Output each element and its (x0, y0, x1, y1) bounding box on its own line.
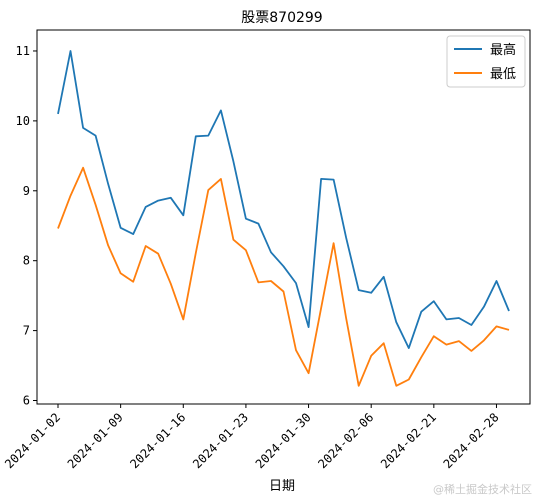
legend-label-high: 最高 (490, 42, 516, 58)
watermark: @稀土掘金技术社区 (433, 483, 532, 496)
x-axis-label: 日期 (269, 479, 295, 494)
x-tick-label: 2024-02-06 (315, 410, 376, 471)
series-line-high (57, 50, 510, 350)
legend-label-low: 最低 (490, 67, 516, 82)
y-tick-label: 7 (23, 324, 30, 338)
x-tick-label: 2024-02-28 (441, 410, 502, 471)
y-tick-label: 11 (16, 44, 30, 58)
chart-title: 股票870299 (241, 10, 322, 26)
y-axis: 6 7 8 9 10 11 (16, 44, 37, 408)
x-tick-label: 2024-01-02 (2, 410, 63, 471)
x-tick-label: 2024-01-09 (65, 410, 126, 471)
x-tick-label: 2024-01-30 (253, 410, 314, 471)
y-tick-label: 10 (16, 114, 30, 128)
x-axis: 2024-01-02 2024-01-09 2024-01-16 2024-01-23… (2, 404, 502, 471)
y-tick-label: 8 (23, 254, 30, 268)
legend: 最高 最低 (446, 35, 526, 88)
y-tick-label: 9 (23, 184, 30, 198)
x-tick-label: 2024-01-16 (127, 410, 188, 471)
series-layer (57, 50, 510, 387)
series-line-low (57, 166, 510, 387)
plot-area (36, 29, 531, 405)
y-tick-label: 6 (23, 394, 30, 408)
x-tick-label: 2024-02-21 (378, 410, 439, 471)
x-tick-label: 2024-01-23 (190, 410, 251, 471)
